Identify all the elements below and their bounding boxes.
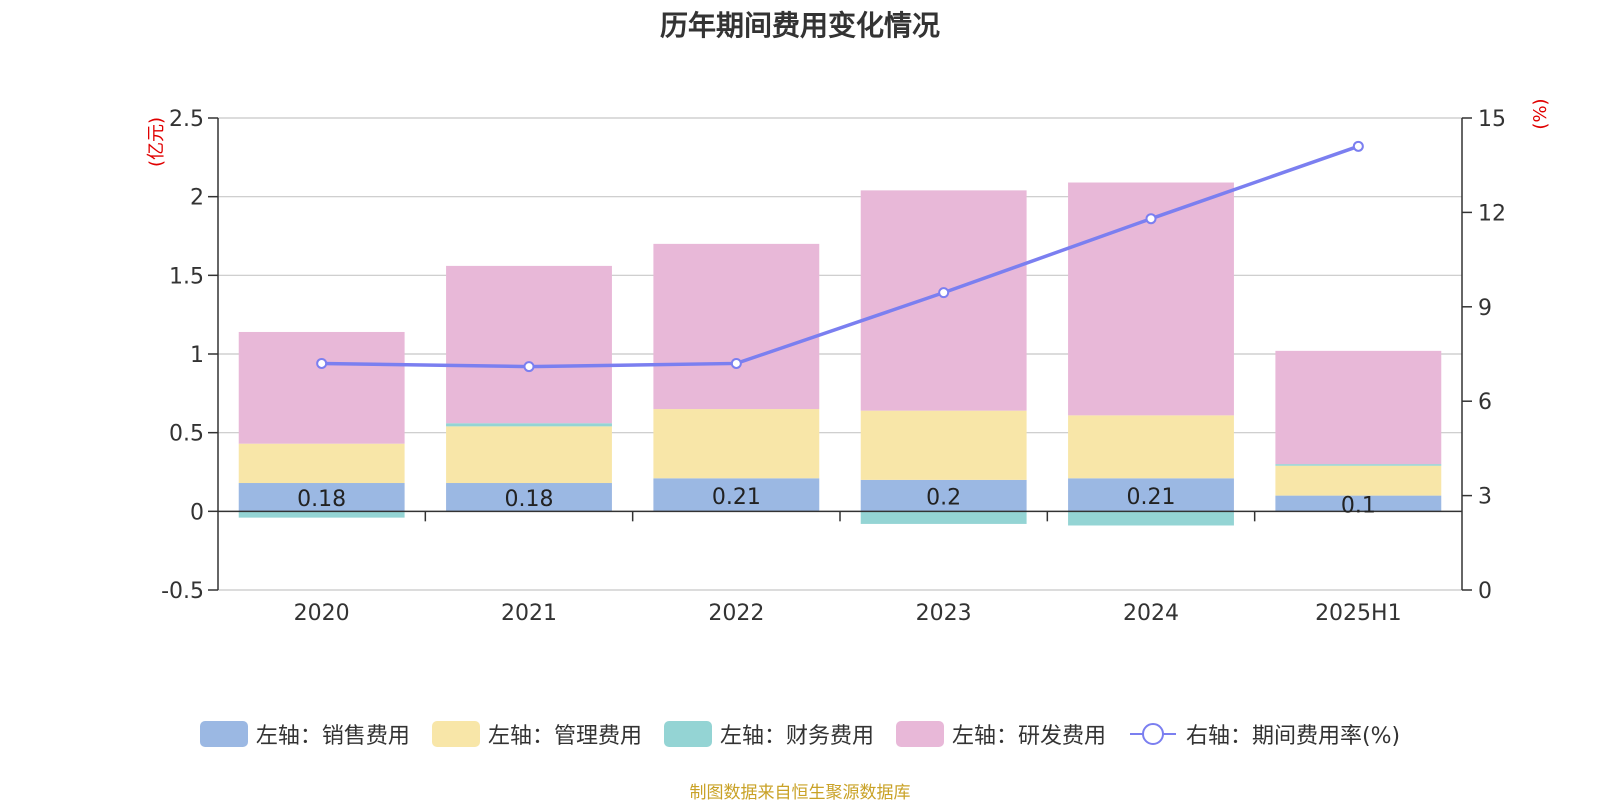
legend-item[interactable]: 左轴：管理费用 xyxy=(431,718,642,750)
data-labels: 0.18 0.18 0.21 0.2 0.21 0.1 xyxy=(297,485,1376,519)
legend-swatch xyxy=(431,721,480,747)
line-point xyxy=(730,357,742,369)
right-axis-tick-label: 9 xyxy=(1478,296,1492,321)
line-point xyxy=(316,357,328,369)
bar-segment xyxy=(1068,415,1234,479)
bar-segment xyxy=(860,190,1027,411)
left-axis-tick-label: 0 xyxy=(190,500,204,525)
bar-segment xyxy=(1275,465,1442,496)
legend-label: 左轴：研发费用 xyxy=(951,724,1106,749)
bar-segment xyxy=(446,265,612,424)
right-axis-tick-label: 0 xyxy=(1478,579,1492,604)
left-axis-tick-label: 0.5 xyxy=(169,422,204,447)
legend-swatch xyxy=(663,721,712,747)
axes: -0.5 0 0.5 1 1.5 2 2.5 0 3 6 9 12 15 2020 2021 2022 2023… xyxy=(146,98,1551,626)
line-series-path xyxy=(321,144,1359,369)
legend-label: 右轴：期间费用率(%) xyxy=(1185,724,1401,749)
right-axis-tick-label: 3 xyxy=(1478,485,1492,510)
bar-segment xyxy=(653,409,820,479)
x-axis-tick-label: 2023 xyxy=(916,601,972,626)
x-axis-tick-label: 2024 xyxy=(1123,601,1179,626)
legend-label: 左轴：销售费用 xyxy=(255,724,410,749)
x-axis-tick-label: 2021 xyxy=(501,601,557,626)
bar-segment xyxy=(446,483,612,512)
left-axis-unit: (亿元) xyxy=(146,117,167,167)
legend-item[interactable]: 右轴：期间费用率(%) xyxy=(1128,718,1400,750)
bar-segment xyxy=(1275,464,1442,466)
source-note: 制图数据来自恒生聚源数据库 xyxy=(689,783,911,803)
legend-item[interactable]: 左轴：财务费用 xyxy=(663,718,874,750)
legend-swatch xyxy=(199,721,248,747)
bar-segment xyxy=(238,483,405,512)
legend-line-swatch xyxy=(1129,723,1176,745)
chart-canvas: -0.5 0 0.5 1 1.5 2 2.5 0 3 6 9 12 15 2020 2021 2022 2023… xyxy=(146,98,1551,626)
right-axis-tick-label: 6 xyxy=(1478,390,1492,415)
bar-segment xyxy=(446,426,612,484)
bar-segment xyxy=(238,511,405,518)
left-axis-tick-label: -0.5 xyxy=(161,579,204,604)
bar-segment xyxy=(860,410,1027,480)
bar-segment xyxy=(653,243,820,410)
right-axis-tick-label: 12 xyxy=(1478,201,1506,226)
bar-data-label: 0.2 xyxy=(926,486,961,511)
grid-lines xyxy=(218,117,1462,591)
left-axis-tick-label: 2 xyxy=(190,186,204,211)
line-point xyxy=(1352,140,1364,152)
chart-title: 历年期间费用变化情况 xyxy=(659,9,940,42)
x-axis-tick-label: 2020 xyxy=(294,601,350,626)
bar-segment xyxy=(1275,350,1442,465)
legend-swatch xyxy=(895,721,944,747)
bar-data-label: 0.21 xyxy=(712,485,761,510)
legend-label: 左轴：财务费用 xyxy=(719,724,874,749)
x-axis-tick-label: 2025H1 xyxy=(1315,601,1402,626)
left-axis-tick-label: 1 xyxy=(190,343,204,368)
bar-segment xyxy=(1068,478,1234,512)
line-point xyxy=(938,287,950,299)
bar-segment xyxy=(860,479,1027,512)
bar-segment xyxy=(1068,511,1234,526)
legend: 左轴：销售费用 左轴：管理费用 左轴：财务费用 左轴：研发费用 右轴：期间费用率(%) xyxy=(0,718,1600,750)
x-axis-tick-label: 2022 xyxy=(708,601,764,626)
bar-data-label: 0.18 xyxy=(505,487,554,512)
right-axis-unit: (%) xyxy=(1530,98,1551,129)
bar-segment xyxy=(1275,495,1442,512)
bar-segment xyxy=(238,331,405,444)
left-axis-tick-label: 1.5 xyxy=(169,264,204,289)
right-axis-tick-label: 15 xyxy=(1478,107,1506,132)
line-series xyxy=(316,140,1364,373)
bar-data-label: 0.21 xyxy=(1127,485,1176,510)
bar-data-label: 0.18 xyxy=(297,487,346,512)
bar-segment xyxy=(238,443,405,484)
bar-data-label: 0.1 xyxy=(1341,493,1376,518)
legend-item[interactable]: 左轴：销售费用 xyxy=(199,718,410,750)
bar-segment xyxy=(446,423,612,427)
line-point xyxy=(1145,213,1157,225)
bar-segment xyxy=(653,478,820,512)
left-axis-tick-label: 2.5 xyxy=(169,107,204,132)
line-point xyxy=(523,361,535,373)
legend-item[interactable]: 左轴：研发费用 xyxy=(895,718,1106,750)
bar-segment xyxy=(860,511,1027,524)
legend-label: 左轴：管理费用 xyxy=(487,724,642,749)
bar-layer xyxy=(238,182,1442,526)
